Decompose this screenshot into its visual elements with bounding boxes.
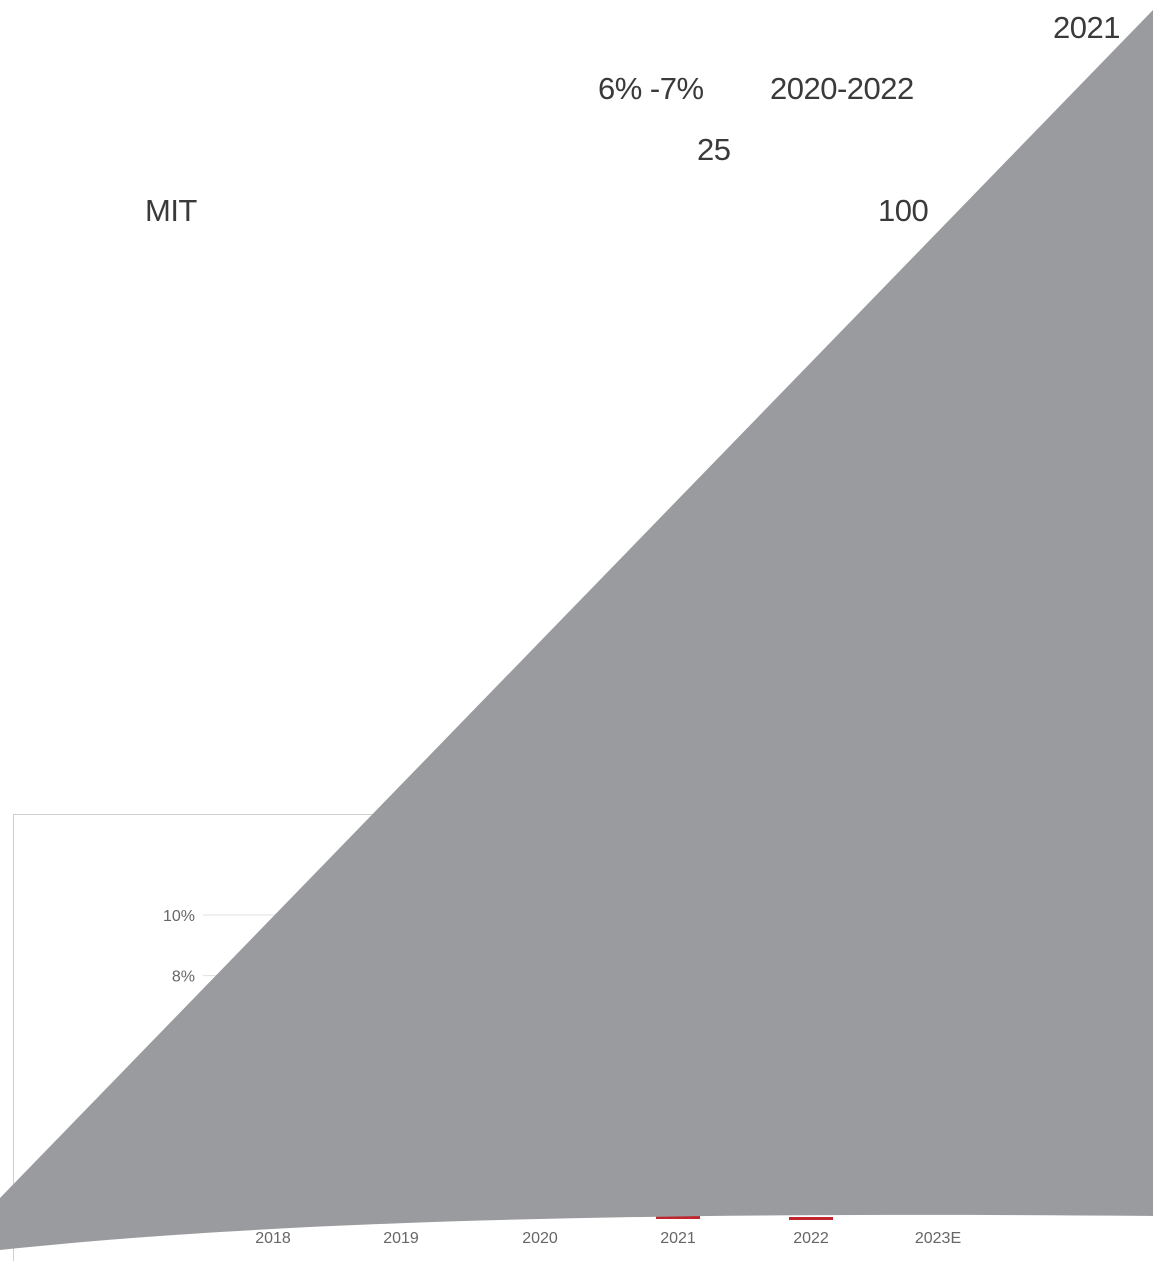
x-tick-label: 2018 [255, 1230, 291, 1247]
x-tick-label: 2021 [660, 1230, 696, 1247]
bar-layer [656, 1216, 833, 1220]
growth-range-label: 6% -7% [598, 71, 704, 106]
x-tick-label: 2022 [793, 1230, 829, 1247]
x-tick-layer: 2018 2019 2020 2021 2022 2023E [255, 1230, 961, 1247]
bar [656, 1216, 700, 1219]
org-label: MIT [145, 193, 197, 228]
x-tick-label: 2020 [522, 1230, 558, 1247]
year-label: 2021 [1053, 10, 1120, 45]
y-tick-label: 8% [172, 969, 195, 986]
y-tick-layer: 8% 10% [163, 908, 195, 986]
overlay-shape [0, 10, 1153, 1250]
period-label: 2020-2022 [770, 71, 914, 106]
y-tick-label: 10% [163, 908, 195, 925]
x-tick-label: 2023E [915, 1230, 961, 1247]
number-25-label: 25 [697, 132, 731, 167]
number-100-label: 100 [878, 193, 929, 228]
x-tick-label: 2019 [383, 1230, 419, 1247]
bar [789, 1217, 833, 1220]
